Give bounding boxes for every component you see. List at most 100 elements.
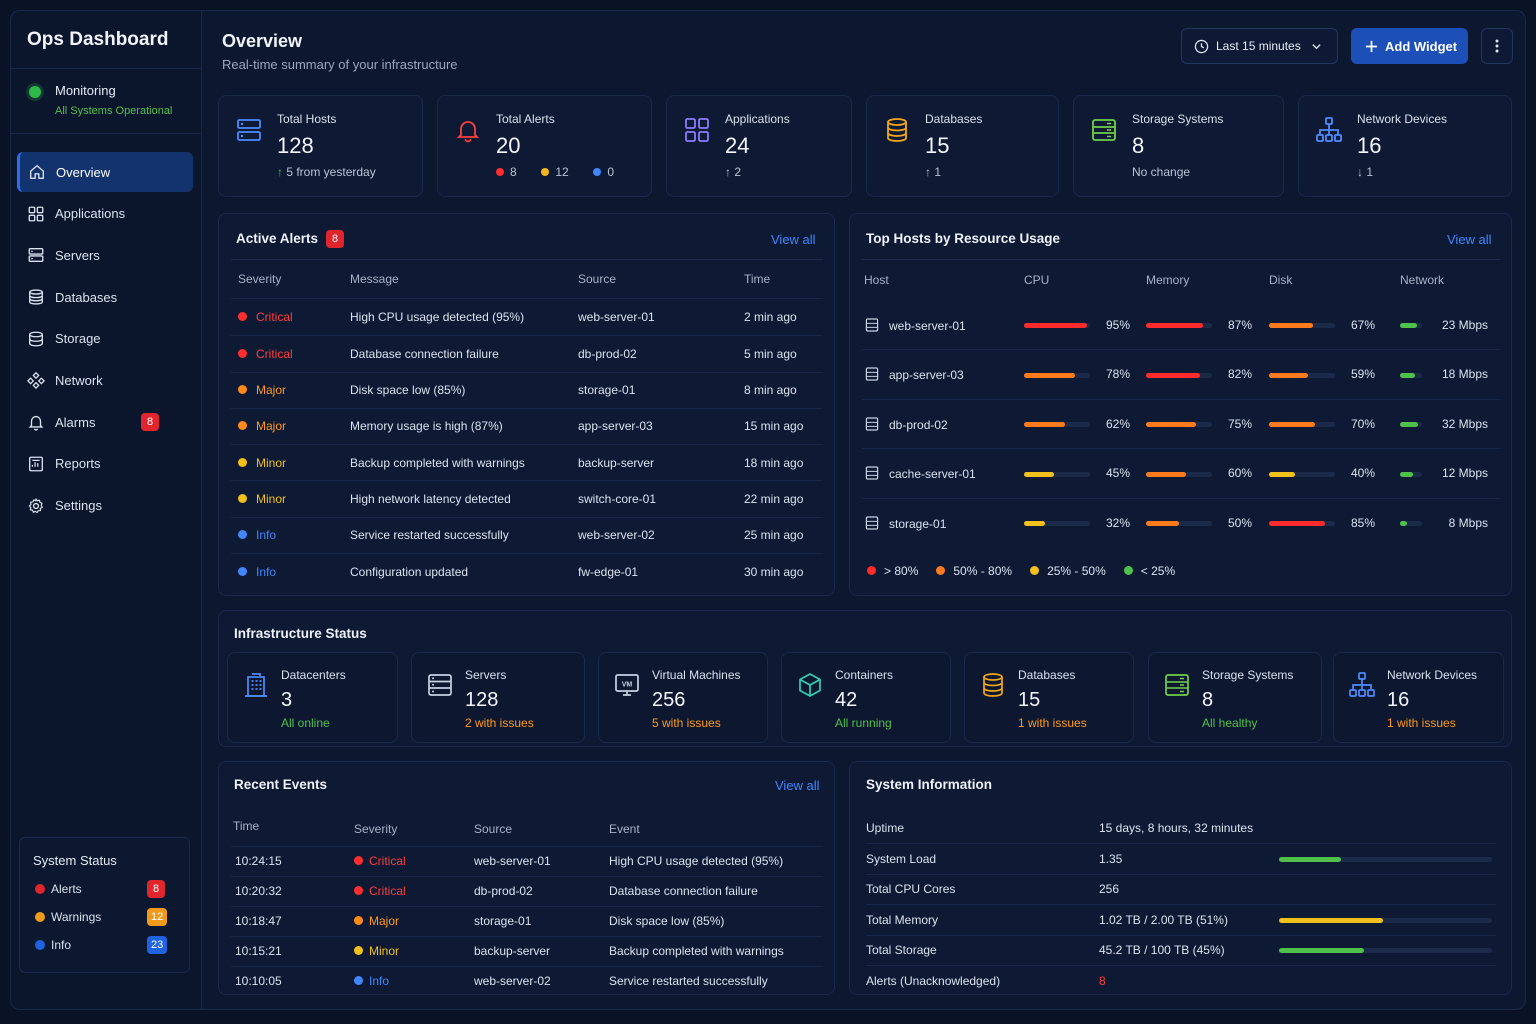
kpi-storage-systems[interactable]: Storage Systems 8 No change	[1073, 95, 1284, 197]
add-widget-button[interactable]: Add Widget	[1351, 28, 1468, 64]
system-information-panel: System Information Uptime 15 days, 8 hour…	[849, 761, 1512, 995]
sidebar-item-network[interactable]: Network	[17, 360, 193, 400]
kpi-total-alerts[interactable]: Total Alerts 20 8 12 0	[437, 95, 652, 197]
column-header[interactable]: Memory	[1146, 273, 1190, 287]
alert-row[interactable]: Minor Backup completed with warnings backu…	[231, 444, 823, 481]
column-header[interactable]: Source	[474, 821, 513, 836]
infra-card-network-devices[interactable]: Network Devices 16 1 with issues	[1333, 652, 1504, 743]
host-name: db-prod-02	[889, 417, 948, 432]
column-header[interactable]: Event	[609, 821, 640, 836]
column-header[interactable]: CPU	[1024, 273, 1050, 287]
memory-usage-value: 82%	[1227, 367, 1252, 382]
disk-usage-value: 85%	[1350, 516, 1375, 530]
column-header[interactable]: Disk	[1269, 273, 1293, 287]
system-info-key: Total Memory	[866, 912, 939, 927]
cpu-usage-fill	[1024, 471, 1054, 477]
system-info-value: 45.2 TB / 100 TB (45%)	[1099, 943, 1225, 957]
host-row[interactable]: app-server-03 78% 82% 59% 18 Mbps	[862, 349, 1500, 400]
alert-time: 5 min ago	[744, 346, 797, 361]
event-row[interactable]: 10:18:47 Major storage-01 Disk space low (8…	[231, 906, 823, 936]
time-range-dropdown[interactable]: Last 15 minutes	[1181, 28, 1338, 64]
active-alerts-table: Severity Message Source Time Critical High CP…	[231, 270, 823, 590]
severity-label: Info	[256, 564, 277, 579]
host-row[interactable]: web-server-01 95% 87% 67% 23 Mbps	[862, 300, 1500, 350]
alert-row[interactable]: Critical Database connection failure db-pr…	[231, 335, 823, 372]
system-status-warnings[interactable]: Warnings 12	[33, 908, 183, 926]
host-row[interactable]: db-prod-02 62% 75% 70% 32 Mbps	[862, 399, 1500, 449]
event-row[interactable]: 10:24:15 Critical web-server-01 High CPU us…	[231, 846, 823, 876]
column-header[interactable]: Severity	[354, 821, 398, 836]
sidebar-item-reports[interactable]: Reports	[17, 444, 193, 484]
kpi-applications[interactable]: Applications 24 ↑ 2	[666, 95, 852, 197]
database-icon	[29, 289, 43, 305]
sidebar-item-servers[interactable]: Servers	[17, 235, 193, 275]
system-status-info[interactable]: Info 23	[33, 936, 183, 954]
column-header[interactable]: Time	[744, 271, 771, 286]
host-memory: 50%	[1144, 498, 1267, 548]
gear-icon	[28, 497, 43, 513]
critical-count: 8	[510, 165, 517, 179]
memory-usage-value: 87%	[1227, 317, 1252, 332]
column-header[interactable]: Severity	[238, 271, 282, 286]
host-row[interactable]: storage-01 32% 50% 85% 8 Mbps	[862, 498, 1500, 548]
alert-message: Memory usage is high (87%)	[350, 419, 503, 434]
divider	[231, 259, 823, 260]
system-info-bar	[1279, 856, 1492, 862]
system-info-key: Total CPU Cores	[866, 882, 956, 896]
sidebar-item-applications[interactable]: Applications	[17, 194, 193, 234]
kpi-total-hosts[interactable]: Total Hosts 128 ↑ 5 from yesterday	[218, 95, 423, 197]
sidebar-item-storage[interactable]: Storage	[17, 319, 193, 359]
alert-time: 2 min ago	[744, 309, 797, 324]
event-row[interactable]: 10:15:21 Minor backup-server Backup complet…	[231, 936, 823, 966]
sidebar-item-label: Servers	[55, 247, 100, 263]
infra-card-virtual-machines[interactable]: VM Virtual Machines 256 5 with issues	[598, 652, 768, 743]
severity-dot-icon	[238, 421, 247, 431]
recent-events-view-all-link[interactable]: View all	[775, 778, 820, 793]
cpu-usage-value: 95%	[1105, 317, 1130, 332]
kpi-network-devices[interactable]: Network Devices 16 ↓ 1	[1298, 95, 1512, 197]
more-options-button[interactable]	[1481, 28, 1513, 64]
network-usage-value: 32 Mbps	[1441, 416, 1488, 431]
alert-row[interactable]: Critical High CPU usage detected (95%) web…	[231, 298, 823, 335]
infra-card-servers[interactable]: Servers 128 2 with issues	[411, 652, 585, 743]
event-row[interactable]: 10:10:05 Info web-server-02 Service restart…	[231, 966, 823, 996]
alert-source: fw-edge-01	[578, 564, 639, 579]
severity-label: Info	[256, 528, 277, 543]
sidebar-item-overview[interactable]: Overview	[17, 152, 193, 192]
column-header[interactable]: Message	[350, 271, 399, 286]
memory-usage-bar	[1146, 471, 1212, 477]
infra-card-databases[interactable]: Databases 15 1 with issues	[964, 652, 1134, 743]
infra-card-containers[interactable]: Containers 42 All running	[781, 652, 951, 743]
host-disk: 67%	[1267, 300, 1398, 350]
event-time: 10:10:05	[235, 974, 282, 989]
infra-card-datacenters[interactable]: Datacenters 3 All online	[227, 652, 398, 743]
sidebar-item-alarms[interactable]: Alarms 8	[17, 402, 193, 442]
column-header[interactable]: Source	[578, 271, 617, 286]
sidebar-item-settings[interactable]: Settings	[17, 486, 193, 526]
alert-source: web-server-02	[578, 528, 655, 543]
event-row[interactable]: 10:20:32 Critical db-prod-02 Database conne…	[231, 876, 823, 906]
top-hosts-view-all-link[interactable]: View all	[1447, 232, 1492, 247]
alert-row[interactable]: Info Service restarted successfully web-se…	[231, 517, 823, 553]
network-usage-fill	[1400, 322, 1417, 328]
alert-row[interactable]: Info Configuration updated fw-edge-01 30 mi…	[231, 553, 823, 589]
column-header[interactable]: Host	[864, 273, 889, 287]
sidebar-item-databases[interactable]: Databases	[17, 277, 193, 317]
memory-usage-value: 50%	[1227, 516, 1252, 530]
infra-card-storage-systems[interactable]: Storage Systems 8 All healthy	[1148, 652, 1322, 743]
alert-source: switch-core-01	[578, 492, 657, 507]
alert-row[interactable]: Major Disk space low (85%) storage-01 8 min…	[231, 372, 823, 408]
alert-row[interactable]: Major Memory usage is high (87%) app-serve…	[231, 408, 823, 444]
column-header[interactable]: Network	[1400, 273, 1445, 287]
system-status-alerts[interactable]: Alerts 8	[33, 880, 183, 898]
kpi-databases[interactable]: Databases 15 ↑ 1	[866, 95, 1059, 197]
sidebar-item-label: Overview	[56, 164, 111, 180]
memory-usage-value: 75%	[1227, 416, 1252, 431]
alert-row[interactable]: Minor High network latency detected switch…	[231, 480, 823, 517]
table-header-row: Time Severity Source Event	[231, 806, 823, 846]
column-header[interactable]: Time	[233, 818, 260, 833]
host-row[interactable]: cache-server-01 45% 60% 40% 12 Mbps	[862, 448, 1500, 499]
more-vertical-icon	[1495, 39, 1499, 53]
storage-icon	[1165, 674, 1189, 696]
active-alerts-view-all-link[interactable]: View all	[771, 232, 816, 247]
